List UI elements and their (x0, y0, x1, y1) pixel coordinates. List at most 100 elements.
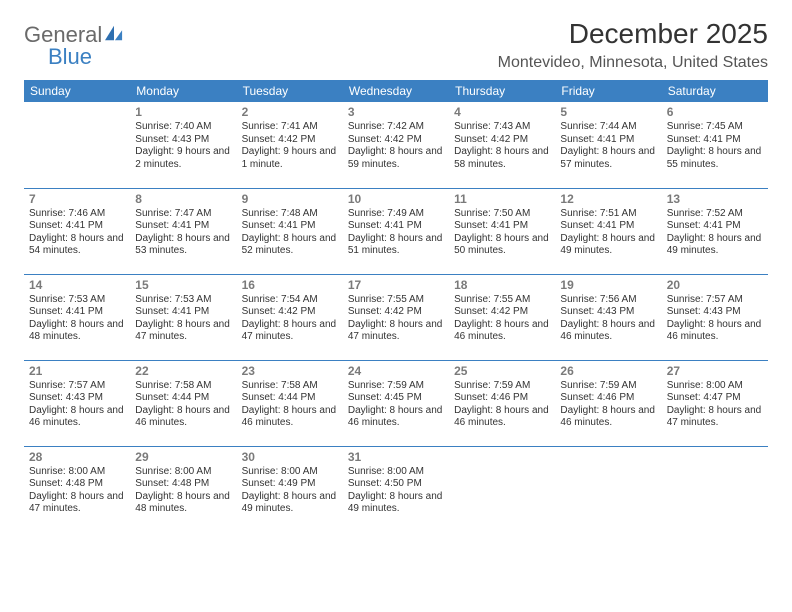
sunrise-text: Sunrise: 7:53 AM (29, 294, 125, 307)
day-number: 18 (454, 278, 550, 292)
calendar-day-cell: 23Sunrise: 7:58 AMSunset: 4:44 PMDayligh… (237, 360, 343, 446)
daylight-text: Daylight: 8 hours and 47 minutes. (242, 319, 338, 344)
day-number: 14 (29, 278, 125, 292)
day-number: 6 (667, 105, 763, 119)
sunset-text: Sunset: 4:42 PM (348, 134, 444, 147)
sunset-text: Sunset: 4:48 PM (135, 478, 231, 491)
calendar-day-cell: 24Sunrise: 7:59 AMSunset: 4:45 PMDayligh… (343, 360, 449, 446)
day-number: 29 (135, 450, 231, 464)
daylight-text: Daylight: 8 hours and 51 minutes. (348, 233, 444, 258)
calendar-day-cell: 19Sunrise: 7:56 AMSunset: 4:43 PMDayligh… (555, 274, 661, 360)
sunset-text: Sunset: 4:41 PM (560, 220, 656, 233)
daylight-text: Daylight: 8 hours and 46 minutes. (242, 405, 338, 430)
day-info: Sunrise: 7:57 AMSunset: 4:43 PMDaylight:… (667, 294, 763, 344)
day-info: Sunrise: 7:53 AMSunset: 4:41 PMDaylight:… (135, 294, 231, 344)
day-info: Sunrise: 7:50 AMSunset: 4:41 PMDaylight:… (454, 208, 550, 258)
logo-text-general: General (24, 24, 102, 46)
sunset-text: Sunset: 4:43 PM (135, 134, 231, 147)
calendar-day-cell: 25Sunrise: 7:59 AMSunset: 4:46 PMDayligh… (449, 360, 555, 446)
calendar-body: 1Sunrise: 7:40 AMSunset: 4:43 PMDaylight… (24, 102, 768, 532)
day-number: 20 (667, 278, 763, 292)
daylight-text: Daylight: 8 hours and 46 minutes. (135, 405, 231, 430)
calendar-day-cell: 12Sunrise: 7:51 AMSunset: 4:41 PMDayligh… (555, 188, 661, 274)
sunset-text: Sunset: 4:46 PM (560, 392, 656, 405)
logo-text-blue: Blue (48, 46, 124, 68)
day-info: Sunrise: 7:55 AMSunset: 4:42 PMDaylight:… (348, 294, 444, 344)
calendar-week-row: 1Sunrise: 7:40 AMSunset: 4:43 PMDaylight… (24, 102, 768, 188)
daylight-text: Daylight: 8 hours and 46 minutes. (454, 405, 550, 430)
daylight-text: Daylight: 8 hours and 46 minutes. (560, 405, 656, 430)
sunset-text: Sunset: 4:47 PM (667, 392, 763, 405)
sunrise-text: Sunrise: 8:00 AM (29, 466, 125, 479)
day-number: 10 (348, 192, 444, 206)
sunrise-text: Sunrise: 8:00 AM (667, 380, 763, 393)
daylight-text: Daylight: 8 hours and 53 minutes. (135, 233, 231, 258)
sunset-text: Sunset: 4:42 PM (242, 134, 338, 147)
day-info: Sunrise: 7:42 AMSunset: 4:42 PMDaylight:… (348, 121, 444, 171)
sunrise-text: Sunrise: 7:58 AM (135, 380, 231, 393)
calendar-day-cell: 29Sunrise: 8:00 AMSunset: 4:48 PMDayligh… (130, 446, 236, 532)
weekday-header-row: Sunday Monday Tuesday Wednesday Thursday… (24, 80, 768, 102)
month-title: December 2025 (498, 18, 768, 50)
calendar-page: GeneralBlue December 2025 Montevideo, Mi… (0, 0, 792, 550)
day-info: Sunrise: 7:44 AMSunset: 4:41 PMDaylight:… (560, 121, 656, 171)
sunset-text: Sunset: 4:41 PM (29, 306, 125, 319)
title-block: December 2025 Montevideo, Minnesota, Uni… (498, 18, 768, 72)
sunrise-text: Sunrise: 7:48 AM (242, 208, 338, 221)
daylight-text: Daylight: 8 hours and 46 minutes. (667, 319, 763, 344)
day-info: Sunrise: 7:54 AMSunset: 4:42 PMDaylight:… (242, 294, 338, 344)
daylight-text: Daylight: 8 hours and 47 minutes. (29, 491, 125, 516)
sunrise-text: Sunrise: 7:51 AM (560, 208, 656, 221)
calendar-day-cell: 17Sunrise: 7:55 AMSunset: 4:42 PMDayligh… (343, 274, 449, 360)
day-info: Sunrise: 7:47 AMSunset: 4:41 PMDaylight:… (135, 208, 231, 258)
daylight-text: Daylight: 8 hours and 49 minutes. (667, 233, 763, 258)
day-info: Sunrise: 7:58 AMSunset: 4:44 PMDaylight:… (135, 380, 231, 430)
day-number: 7 (29, 192, 125, 206)
daylight-text: Daylight: 8 hours and 47 minutes. (667, 405, 763, 430)
day-number: 13 (667, 192, 763, 206)
calendar-day-cell: 5Sunrise: 7:44 AMSunset: 4:41 PMDaylight… (555, 102, 661, 188)
sunset-text: Sunset: 4:45 PM (348, 392, 444, 405)
day-info: Sunrise: 7:55 AMSunset: 4:42 PMDaylight:… (454, 294, 550, 344)
day-info: Sunrise: 7:49 AMSunset: 4:41 PMDaylight:… (348, 208, 444, 258)
day-info: Sunrise: 7:52 AMSunset: 4:41 PMDaylight:… (667, 208, 763, 258)
calendar-day-cell: 11Sunrise: 7:50 AMSunset: 4:41 PMDayligh… (449, 188, 555, 274)
day-number: 27 (667, 364, 763, 378)
sunrise-text: Sunrise: 7:57 AM (667, 294, 763, 307)
weekday-header: Thursday (449, 80, 555, 102)
sunset-text: Sunset: 4:43 PM (29, 392, 125, 405)
logo-sail-icon (104, 24, 124, 46)
day-number: 21 (29, 364, 125, 378)
day-number: 2 (242, 105, 338, 119)
sunset-text: Sunset: 4:44 PM (135, 392, 231, 405)
day-number: 3 (348, 105, 444, 119)
sunset-text: Sunset: 4:43 PM (667, 306, 763, 319)
day-info: Sunrise: 7:53 AMSunset: 4:41 PMDaylight:… (29, 294, 125, 344)
daylight-text: Daylight: 8 hours and 59 minutes. (348, 146, 444, 171)
calendar-day-cell: 14 Sunrise: 7:53 AMSunset: 4:41 PMDayligh… (24, 274, 130, 360)
weekday-header: Sunday (24, 80, 130, 102)
sunrise-text: Sunrise: 7:46 AM (29, 208, 125, 221)
daylight-text: Daylight: 8 hours and 46 minutes. (454, 319, 550, 344)
day-number: 23 (242, 364, 338, 378)
sunset-text: Sunset: 4:41 PM (29, 220, 125, 233)
daylight-text: Daylight: 8 hours and 57 minutes. (560, 146, 656, 171)
sunrise-text: Sunrise: 7:47 AM (135, 208, 231, 221)
sunrise-text: Sunrise: 7:41 AM (242, 121, 338, 134)
day-info: Sunrise: 7:56 AMSunset: 4:43 PMDaylight:… (560, 294, 656, 344)
sunrise-text: Sunrise: 7:59 AM (348, 380, 444, 393)
sunrise-text: Sunrise: 7:45 AM (667, 121, 763, 134)
calendar-day-cell: 10 Sunrise: 7:49 AMSunset: 4:41 PMDayligh… (343, 188, 449, 274)
calendar-day-cell (662, 446, 768, 532)
sunset-text: Sunset: 4:50 PM (348, 478, 444, 491)
daylight-text: Daylight: 8 hours and 47 minutes. (348, 319, 444, 344)
page-header: GeneralBlue December 2025 Montevideo, Mi… (24, 18, 768, 72)
calendar-day-cell: 27 Sunrise: 8:00 AMSunset: 4:47 PMDayligh… (662, 360, 768, 446)
sunset-text: Sunset: 4:48 PM (29, 478, 125, 491)
daylight-text: Daylight: 8 hours and 58 minutes. (454, 146, 550, 171)
day-number: 30 (242, 450, 338, 464)
sunset-text: Sunset: 4:41 PM (348, 220, 444, 233)
daylight-text: Daylight: 8 hours and 46 minutes. (348, 405, 444, 430)
sunrise-text: Sunrise: 7:42 AM (348, 121, 444, 134)
sunrise-text: Sunrise: 7:58 AM (242, 380, 338, 393)
